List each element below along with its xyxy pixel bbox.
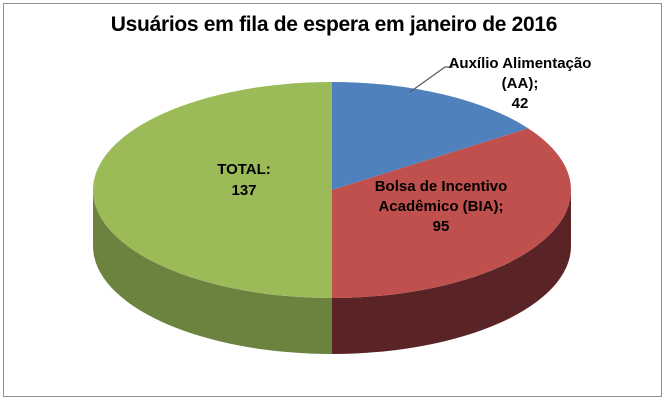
slice-label-auxilio-alimentacao: Auxílio Alimentação (AA); 42	[449, 54, 592, 114]
slice-label-line: Auxílio Alimentação	[448, 55, 592, 72]
pie-slice[interactable]	[332, 128, 571, 298]
slice-label-line: TOTAL:	[217, 161, 271, 178]
slice-label-total: TOTAL: 137	[217, 159, 271, 201]
chart-title: Usuários em fila de espera em janeiro de…	[110, 13, 558, 36]
slice-label-line: Acadêmico (BIA);	[378, 198, 504, 215]
slice-label-value: 137	[231, 182, 257, 199]
slice-label-value: 95	[432, 218, 450, 235]
pie-side-walls	[93, 190, 571, 354]
pie-slice[interactable]	[93, 82, 332, 298]
callout-leader-line	[409, 66, 453, 93]
slice-label-line: (AA);	[501, 75, 539, 92]
slice-label-value: 42	[511, 95, 529, 112]
pie-slice-wall	[93, 190, 332, 354]
pie-slice[interactable]	[332, 82, 529, 190]
pie-top-faces	[93, 82, 571, 298]
pie-slice-wall	[332, 190, 571, 354]
slice-label-line: Bolsa de Incentivo	[374, 178, 508, 195]
slice-label-bolsa-incentivo: Bolsa de Incentivo Acadêmico (BIA); 95	[375, 177, 508, 237]
